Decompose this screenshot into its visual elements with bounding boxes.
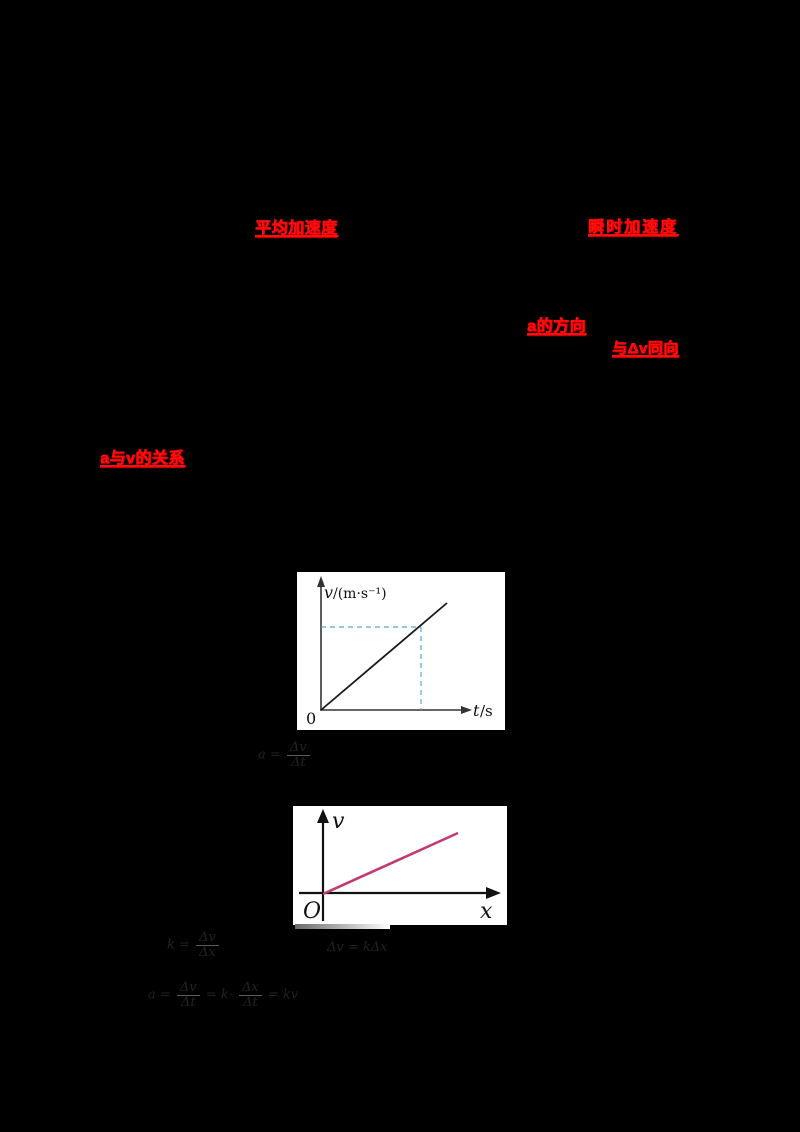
vx-graph: v O x bbox=[299, 809, 501, 924]
formula-vx-delta: Δv = kΔx bbox=[327, 940, 388, 955]
vt-graph: v /(m·s⁻¹) 0 t /s bbox=[306, 576, 493, 728]
vt-xlabel-symbol: t bbox=[473, 701, 480, 720]
vt-xlabel-unit: /s bbox=[480, 702, 493, 720]
red-note-direction-of-a: a的方向 bbox=[527, 318, 586, 335]
vx-data-line bbox=[322, 831, 459, 896]
formula-vx-slope-fraction: Δv Δx bbox=[196, 931, 219, 959]
formula-vx-acceleration-p3: = kv bbox=[267, 987, 299, 1003]
formula-vx-slope-prefix: k = bbox=[167, 937, 190, 953]
formula-vt-slope-numerator: Δv bbox=[286, 741, 310, 756]
formula-vx-acceleration-den1: Δt bbox=[180, 994, 196, 1010]
vt-ylabel-unit: /(m·s⁻¹) bbox=[333, 586, 387, 602]
formula-vx-acceleration-p1: a = bbox=[148, 987, 171, 1003]
formula-vx-acceleration-num2: Δx bbox=[238, 981, 262, 996]
formula-vt-slope-prefix: a = bbox=[258, 747, 281, 763]
formula-vx-acceleration-fraction-2: Δx Δt bbox=[238, 981, 262, 1010]
vx-y-axis-arrow-icon bbox=[317, 809, 329, 823]
formula-vx-acceleration-num1: Δv bbox=[176, 981, 200, 996]
red-note-average-acceleration: 平均加速度 bbox=[255, 220, 338, 237]
vt-origin-label: 0 bbox=[306, 709, 316, 728]
formula-vx-slope-numerator: Δv bbox=[196, 931, 219, 946]
vt-ylabel-symbol: v bbox=[324, 583, 333, 602]
vt-data-line bbox=[320, 602, 448, 711]
formula-vx-acceleration-fraction-1: Δv Δt bbox=[176, 981, 200, 1010]
formula-vt-slope: a = Δv Δt bbox=[258, 741, 312, 769]
formula-vt-slope-fraction: Δv Δt bbox=[286, 741, 310, 770]
vx-x-axis-arrow-icon bbox=[486, 887, 501, 899]
panel-bottom-edge-gradient bbox=[295, 924, 390, 929]
vx-origin-label: O bbox=[303, 899, 321, 924]
vx-graph-panel: v O x bbox=[293, 806, 507, 925]
formula-vx-acceleration-den2: Δt bbox=[243, 994, 258, 1010]
red-note-instantaneous-acceleration: 瞬时加速度 bbox=[588, 219, 679, 236]
vx-xlabel: x bbox=[480, 899, 493, 924]
formula-vx-slope-denominator: Δx bbox=[199, 944, 216, 960]
formula-vx-slope: k = Δv Δx bbox=[167, 931, 221, 959]
formula-vx-acceleration: a = Δv Δt = k· Δx Δt = kv bbox=[148, 981, 298, 1009]
formula-vt-slope-denominator: Δt bbox=[290, 754, 306, 770]
vt-x-axis-arrow-icon bbox=[461, 706, 472, 714]
red-note-same-direction-as-dv: 与Δv同向 bbox=[612, 340, 679, 357]
vx-ylabel: v bbox=[332, 809, 345, 834]
formula-vx-acceleration-p2: = k· bbox=[205, 987, 233, 1003]
vt-graph-panel: v /(m·s⁻¹) 0 t /s bbox=[297, 572, 505, 730]
red-note-a-v-relation: a与v的关系 bbox=[100, 450, 185, 467]
vt-y-axis-arrow-icon bbox=[317, 576, 325, 587]
